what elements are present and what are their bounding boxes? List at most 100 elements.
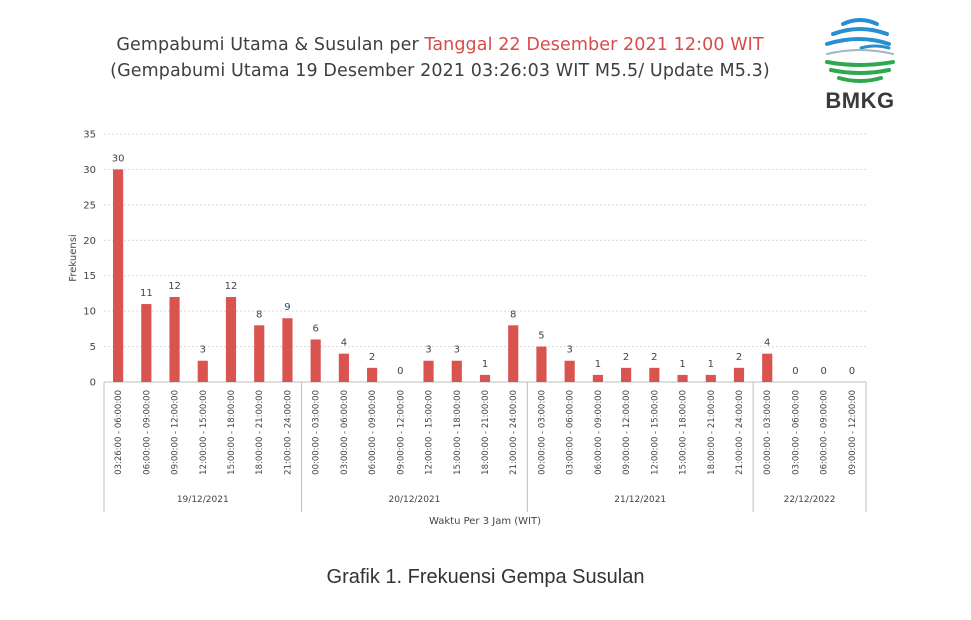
data-label: 4 xyxy=(341,338,347,349)
bar xyxy=(338,353,349,382)
x-tick-label: 21:00:00 - 24:00:00 xyxy=(735,390,745,475)
x-tick-label: 09:00:00 - 12:00:00 xyxy=(848,390,858,475)
group-label: 19/12/2021 xyxy=(177,495,229,505)
x-tick-label: 03:26:00 - 06:00:00 xyxy=(114,390,124,475)
data-label: 2 xyxy=(736,352,742,363)
group-label: 20/12/2021 xyxy=(389,495,441,505)
data-label: 30 xyxy=(112,153,125,164)
data-label: 11 xyxy=(140,288,153,299)
x-tick-label: 18:00:00 - 21:00:00 xyxy=(255,390,265,475)
bar xyxy=(762,353,773,382)
x-tick-label: 09:00:00 - 12:00:00 xyxy=(171,390,181,475)
bar xyxy=(310,339,321,382)
x-tick-label: 12:00:00 - 15:00:00 xyxy=(650,390,660,475)
x-tick-label: 21:00:00 - 24:00:00 xyxy=(283,390,293,475)
data-label: 9 xyxy=(284,302,290,313)
bar xyxy=(592,374,603,382)
bar xyxy=(733,367,745,382)
bmkg-logo: BMKG xyxy=(815,10,905,120)
y-axis-title: Frekuensi xyxy=(68,234,79,281)
data-label: 6 xyxy=(312,323,318,334)
data-label: 2 xyxy=(651,352,657,363)
data-label: 3 xyxy=(454,345,460,356)
y-tick-label: 30 xyxy=(83,165,96,176)
bar xyxy=(197,360,208,382)
logo-text: BMKG xyxy=(825,88,895,113)
x-tick-label: 03:00:00 - 06:00:00 xyxy=(340,390,350,475)
y-tick-label: 20 xyxy=(83,236,96,247)
x-axis-title: Waktu Per 3 Jam (WIT) xyxy=(429,516,541,527)
x-tick-label: 09:00:00 - 12:00:00 xyxy=(396,390,406,475)
data-label: 12 xyxy=(225,281,238,292)
bar xyxy=(479,374,491,382)
bar xyxy=(225,296,237,382)
y-tick-label: 10 xyxy=(83,307,96,318)
data-label: 3 xyxy=(200,345,206,356)
x-tick-label: 12:00:00 - 15:00:00 xyxy=(199,390,209,475)
x-tick-label: 18:00:00 - 21:00:00 xyxy=(481,390,491,475)
data-label: 1 xyxy=(708,359,714,370)
bar xyxy=(282,318,293,382)
y-tick-label: 5 xyxy=(90,342,96,353)
x-tick-label: 00:00:00 - 03:00:00 xyxy=(763,390,773,475)
x-tick-label: 06:00:00 - 09:00:00 xyxy=(594,390,604,475)
bar xyxy=(677,374,688,382)
x-tick-label: 06:00:00 - 09:00:00 xyxy=(820,390,830,475)
data-label: 0 xyxy=(849,366,855,377)
bar xyxy=(169,296,180,382)
data-label: 3 xyxy=(566,345,572,356)
x-tick-label: 12:00:00 - 15:00:00 xyxy=(425,390,435,475)
x-tick-label: 09:00:00 - 12:00:00 xyxy=(622,390,632,475)
x-tick-label: 15:00:00 - 18:00:00 xyxy=(679,390,689,475)
x-tick-label: 00:00:00 - 03:00:00 xyxy=(312,390,322,475)
data-label: 4 xyxy=(764,338,770,349)
x-tick-label: 03:00:00 - 06:00:00 xyxy=(791,390,801,475)
x-tick-label: 21:00:00 - 24:00:00 xyxy=(509,390,519,475)
title-line-2: (Gempabumi Utama 19 Desember 2021 03:26:… xyxy=(110,61,770,81)
data-label: 8 xyxy=(256,309,262,320)
bar xyxy=(508,325,519,382)
data-label: 12 xyxy=(168,281,181,292)
bar xyxy=(423,360,434,382)
x-tick-label: 15:00:00 - 18:00:00 xyxy=(453,390,463,475)
data-label: 0 xyxy=(792,366,798,377)
bar xyxy=(705,374,716,382)
figure-caption: Grafik 1. Frekuensi Gempa Susulan xyxy=(326,566,645,588)
data-label: 2 xyxy=(369,352,375,363)
bar xyxy=(536,346,547,382)
data-label: 2 xyxy=(623,352,629,363)
bar xyxy=(649,367,660,382)
title-line-1: Gempabumi Utama & Susulan per Tanggal 22… xyxy=(60,32,820,58)
title-prefix: Gempabumi Utama & Susulan per xyxy=(116,35,425,55)
bar xyxy=(621,367,632,382)
bar xyxy=(451,360,462,382)
bar xyxy=(141,304,152,382)
y-tick-label: 35 xyxy=(83,130,96,141)
y-tick-label: 25 xyxy=(83,200,96,211)
bar xyxy=(113,169,124,382)
x-tick-label: 03:00:00 - 06:00:00 xyxy=(566,390,576,475)
bar xyxy=(367,367,378,382)
y-tick-label: 0 xyxy=(90,378,96,389)
data-label: 1 xyxy=(679,359,685,370)
x-tick-label: 06:00:00 - 09:00:00 xyxy=(142,390,152,475)
data-label: 3 xyxy=(425,345,431,356)
x-tick-label: 18:00:00 - 21:00:00 xyxy=(707,390,717,475)
group-label: 21/12/2021 xyxy=(614,495,666,505)
x-tick-label: 00:00:00 - 03:00:00 xyxy=(537,390,547,475)
data-label: 0 xyxy=(820,366,826,377)
data-label: 5 xyxy=(538,331,544,342)
bmkg-logo-icon xyxy=(825,18,895,83)
data-label: 0 xyxy=(397,366,403,377)
group-label: 22/12/2022 xyxy=(784,495,836,505)
x-tick-label: 15:00:00 - 18:00:00 xyxy=(227,390,237,475)
data-label: 1 xyxy=(595,359,601,370)
bar xyxy=(254,325,265,382)
x-tick-label: 06:00:00 - 09:00:00 xyxy=(368,390,378,475)
data-label: 8 xyxy=(510,309,516,320)
bar xyxy=(564,360,575,382)
data-label: 1 xyxy=(482,359,488,370)
title-highlight: Tanggal 22 Desember 2021 12:00 WIT xyxy=(424,35,764,55)
chart-title: Gempabumi Utama & Susulan per Tanggal 22… xyxy=(60,32,820,84)
